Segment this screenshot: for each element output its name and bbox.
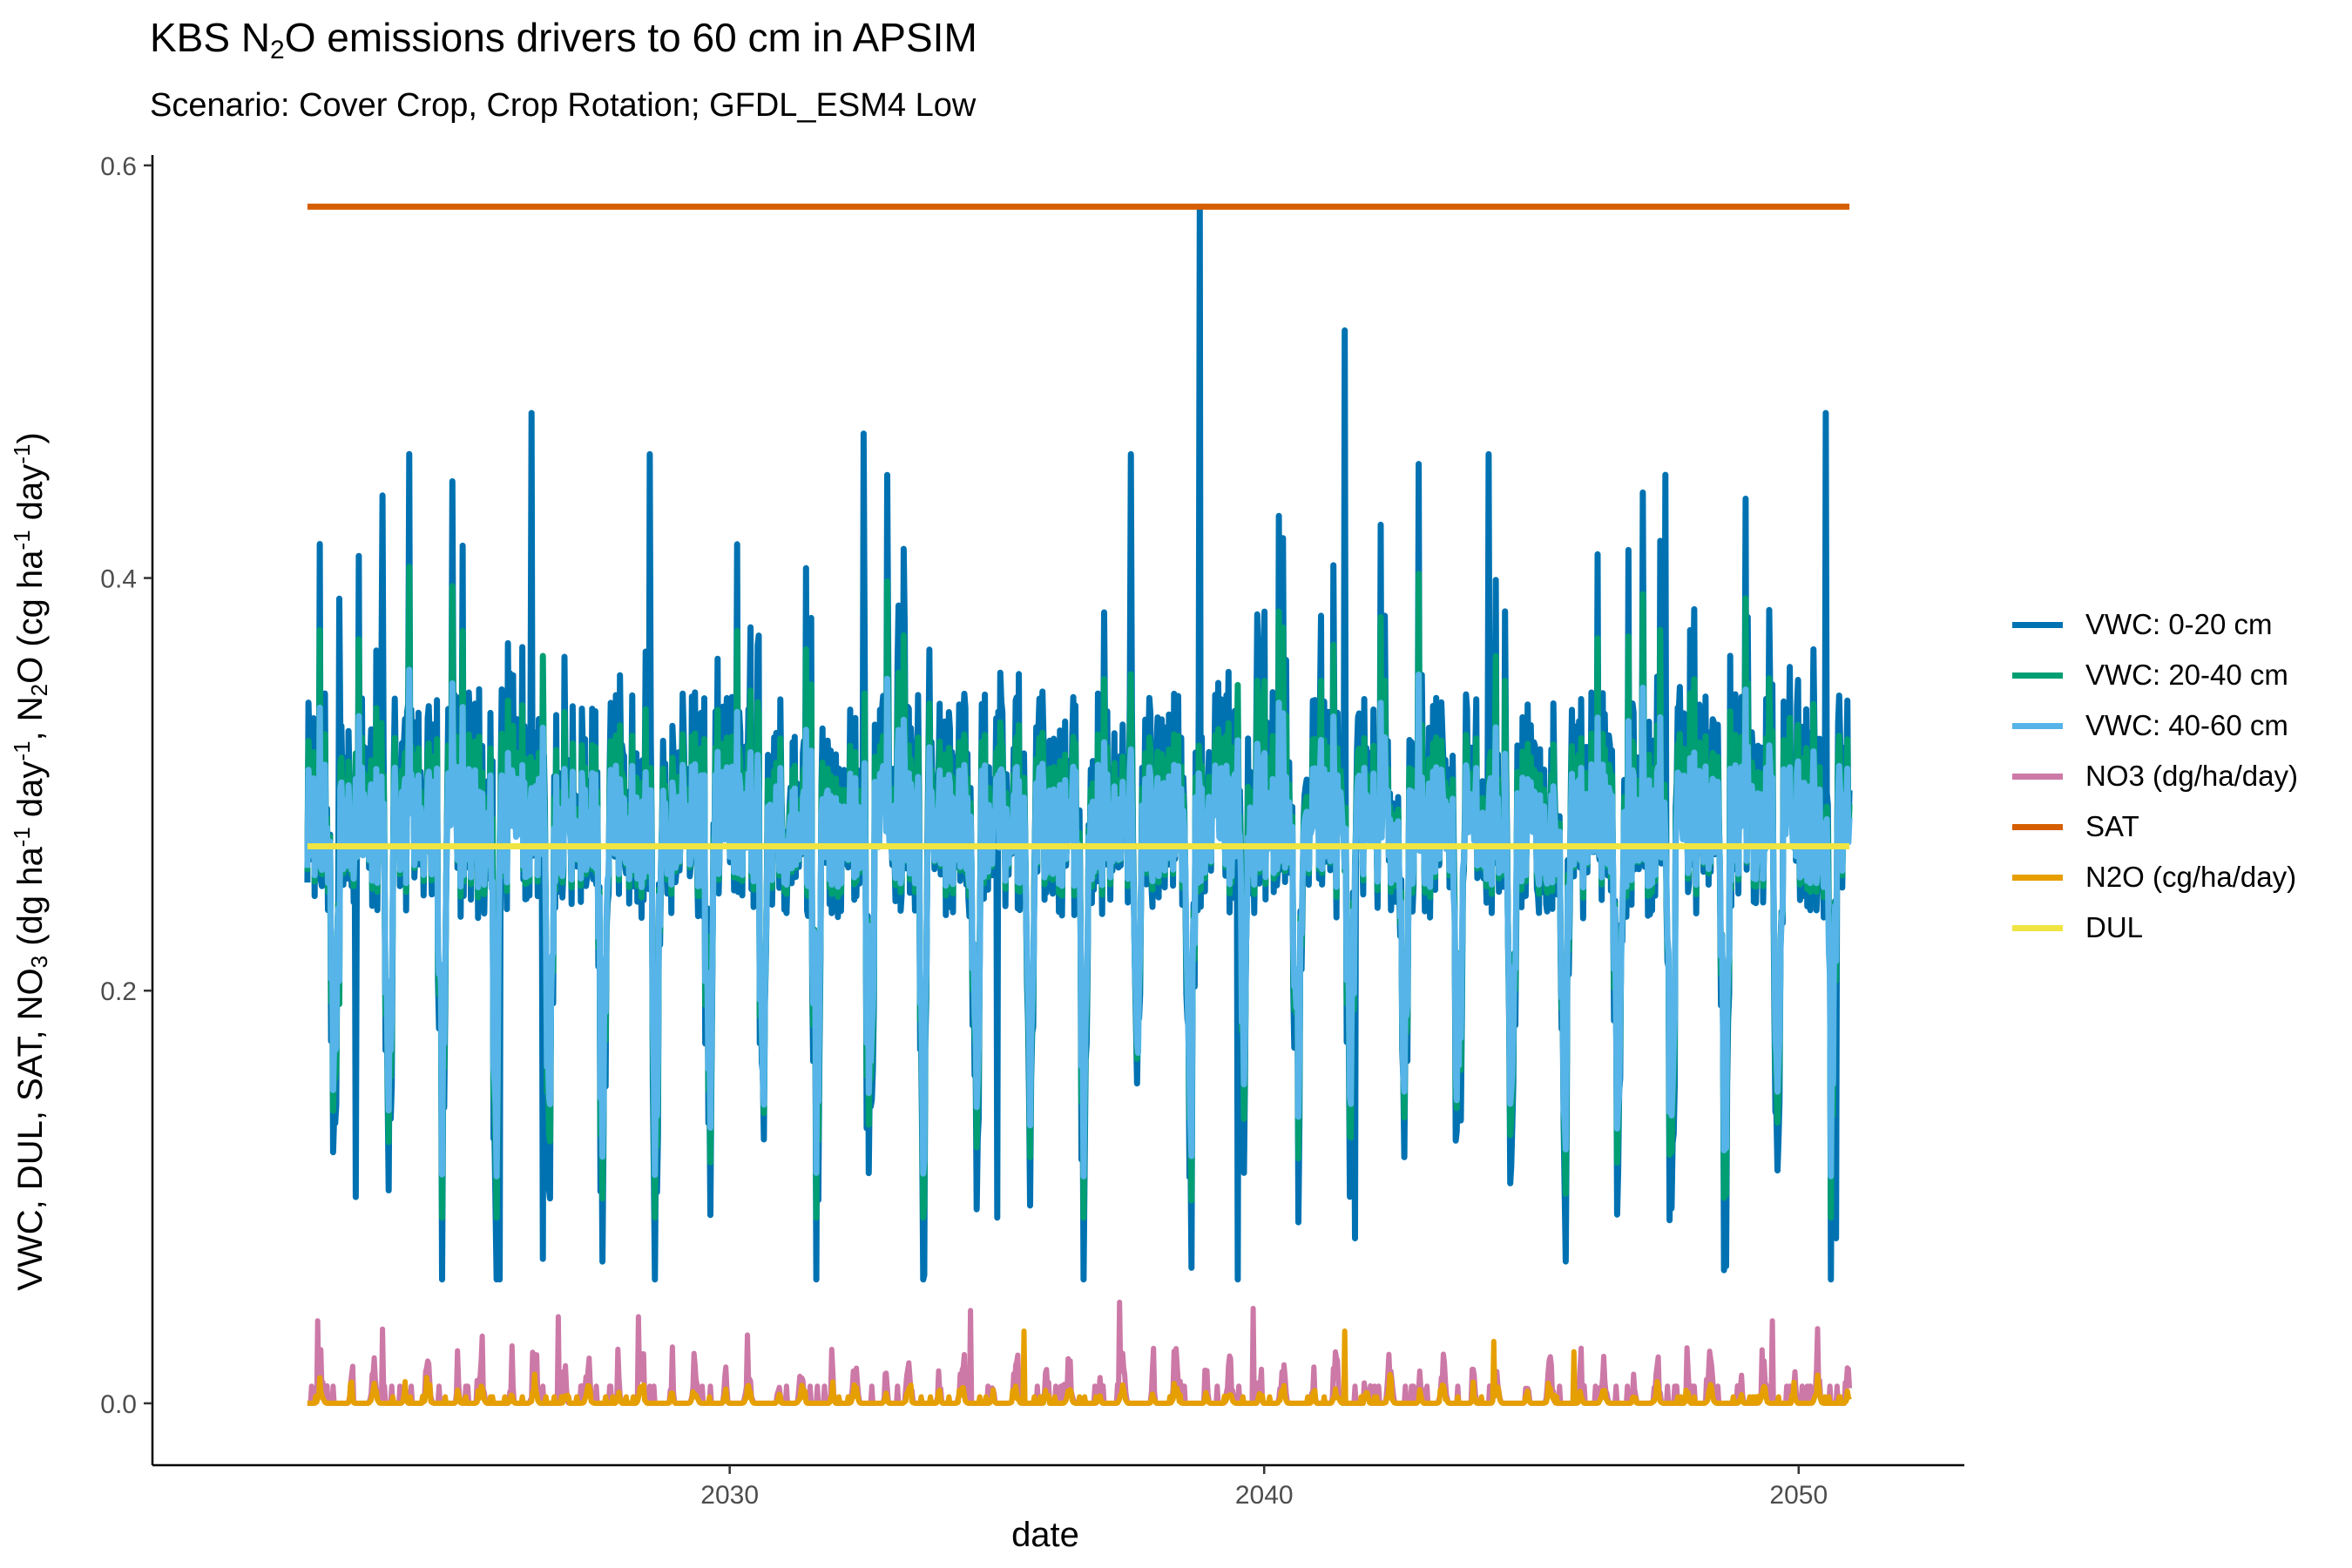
x-tick-label: 2030 <box>700 1481 759 1510</box>
y-axis-title-part: -1 <box>9 740 35 760</box>
x-axis-title: date <box>958 1516 1132 1555</box>
y-axis-title-part: 3 <box>26 956 52 968</box>
y-axis-title-part: (dg ha <box>11 847 50 956</box>
y-axis-title: VWC, DUL, SAT, NO3 (dg ha-1 day-1, N2O (… <box>10 208 51 1515</box>
legend-label: SAT <box>2085 810 2139 843</box>
title-prefix: KBS N <box>150 15 270 60</box>
legend-label: NO3 (dg/ha/day) <box>2085 760 2298 793</box>
y-axis-title-part: -1 <box>9 530 35 550</box>
x-tick-label: 2040 <box>1235 1481 1294 1510</box>
legend-key <box>2012 824 2063 830</box>
series-line-no3 <box>308 1302 1849 1403</box>
y-tick-label: 0.0 <box>100 1390 137 1419</box>
legend-label: VWC: 20-40 cm <box>2085 659 2288 692</box>
y-axis-title-part: ) <box>11 432 50 443</box>
chart-title: KBS N2O emissions drivers to 60 cm in AP… <box>150 14 977 61</box>
legend-label: N2O (cg/ha/day) <box>2085 861 2296 894</box>
x-tick-label: 2050 <box>1769 1481 1828 1510</box>
y-axis-title-part: , N <box>11 696 50 740</box>
y-axis-title-part: VWC, DUL, SAT, NO <box>11 968 50 1290</box>
y-axis-title-part: O (cg ha <box>11 550 50 683</box>
legend-key <box>2012 723 2063 729</box>
y-axis-title-part: day <box>11 761 50 828</box>
y-axis-title-part: -1 <box>9 444 35 464</box>
legend-key <box>2012 672 2063 679</box>
legend-key <box>2012 875 2063 881</box>
y-axis-title-part: day <box>11 464 50 531</box>
title-subscript: 2 <box>270 36 285 64</box>
chart-subtitle: Scenario: Cover Crop, Crop Rotation; GFD… <box>150 87 976 125</box>
y-tick-label: 0.6 <box>100 152 137 181</box>
legend-key <box>2012 774 2063 780</box>
y-axis-title-part: -1 <box>9 827 35 847</box>
y-axis-title-part: 2 <box>26 684 52 696</box>
y-tick-label: 0.2 <box>100 977 137 1006</box>
legend-label: VWC: 40-60 cm <box>2085 709 2288 742</box>
legend-key <box>2012 925 2063 931</box>
legend-key <box>2012 622 2063 628</box>
legend-label: DUL <box>2085 911 2143 944</box>
title-suffix: O emissions drivers to 60 cm in APSIM <box>285 15 977 60</box>
legend-label: VWC: 0-20 cm <box>2085 608 2273 641</box>
y-tick-label: 0.4 <box>100 565 137 594</box>
series-layer <box>308 206 1849 1403</box>
